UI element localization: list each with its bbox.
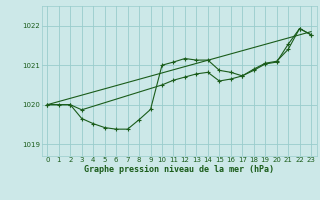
X-axis label: Graphe pression niveau de la mer (hPa): Graphe pression niveau de la mer (hPa) xyxy=(84,165,274,174)
